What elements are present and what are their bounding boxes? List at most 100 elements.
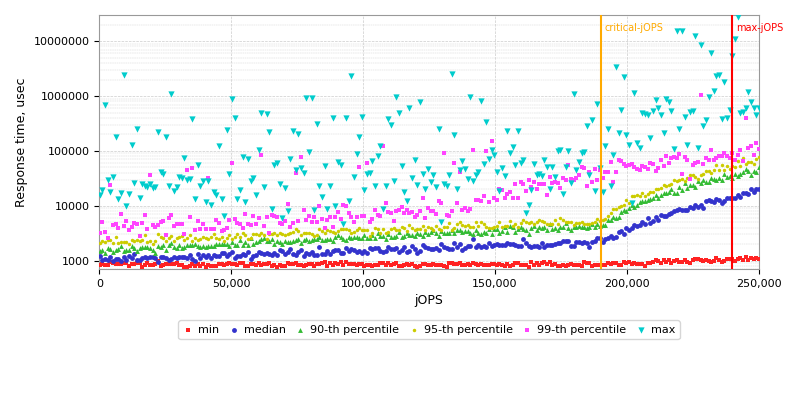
min — [154, 262, 167, 269]
95-th percentile — [557, 216, 570, 223]
median — [329, 246, 342, 253]
median — [490, 241, 503, 247]
90-th percentile — [533, 224, 546, 231]
99-th percentile — [274, 220, 286, 226]
90-th percentile — [689, 184, 702, 190]
95-th percentile — [519, 219, 532, 225]
99-th percentile — [226, 160, 238, 166]
99-th percentile — [255, 152, 268, 158]
max — [234, 187, 246, 193]
90-th percentile — [390, 233, 402, 239]
median — [213, 253, 226, 259]
min — [221, 261, 234, 267]
max — [691, 145, 704, 151]
95-th percentile — [122, 240, 135, 247]
90-th percentile — [398, 233, 410, 240]
99-th percentile — [159, 232, 172, 238]
95-th percentile — [403, 222, 416, 229]
median — [612, 229, 625, 235]
95-th percentile — [681, 175, 694, 181]
99-th percentile — [332, 208, 345, 215]
median — [634, 221, 646, 228]
99-th percentile — [94, 230, 106, 237]
99-th percentile — [152, 221, 165, 228]
max — [432, 126, 445, 132]
90-th percentile — [549, 225, 562, 231]
max — [442, 172, 455, 178]
90-th percentile — [363, 234, 376, 241]
median — [734, 194, 746, 200]
90-th percentile — [480, 230, 493, 236]
90-th percentile — [541, 227, 554, 234]
median — [586, 239, 598, 245]
median — [152, 259, 165, 266]
95-th percentile — [737, 155, 750, 162]
90-th percentile — [594, 223, 606, 230]
95-th percentile — [480, 224, 493, 230]
max — [527, 161, 540, 167]
95-th percentile — [575, 219, 588, 226]
95-th percentile — [565, 218, 578, 225]
95-th percentile — [401, 228, 414, 234]
median — [509, 242, 522, 248]
max — [567, 91, 580, 98]
95-th percentile — [422, 223, 434, 230]
median — [622, 227, 635, 233]
min — [557, 262, 570, 268]
90-th percentile — [588, 224, 601, 230]
median — [454, 240, 466, 247]
median — [713, 197, 726, 203]
max — [332, 159, 345, 165]
min — [602, 260, 614, 266]
median — [118, 254, 130, 260]
95-th percentile — [136, 237, 149, 244]
95-th percentile — [474, 219, 487, 225]
min — [300, 262, 313, 268]
95-th percentile — [591, 216, 604, 223]
min — [122, 263, 135, 269]
99-th percentile — [477, 193, 490, 199]
min — [120, 260, 133, 266]
99-th percentile — [324, 214, 337, 220]
99-th percentile — [731, 152, 744, 158]
max — [657, 130, 670, 136]
min — [250, 262, 262, 268]
max — [152, 129, 165, 136]
median — [594, 235, 606, 241]
90-th percentile — [668, 190, 681, 196]
min — [541, 260, 554, 267]
90-th percentile — [270, 238, 283, 244]
99-th percentile — [308, 214, 321, 220]
median — [178, 254, 191, 260]
99-th percentile — [361, 160, 374, 166]
90-th percentile — [729, 170, 742, 177]
min — [689, 256, 702, 262]
median — [321, 248, 334, 254]
min — [750, 254, 762, 261]
90-th percentile — [559, 220, 572, 226]
min — [382, 260, 394, 266]
90-th percentile — [691, 177, 704, 184]
min — [416, 261, 429, 267]
max — [244, 178, 257, 184]
median — [202, 252, 214, 258]
90-th percentile — [424, 229, 437, 235]
min — [607, 260, 620, 266]
99-th percentile — [205, 226, 218, 232]
median — [210, 252, 222, 259]
median — [511, 243, 524, 249]
90-th percentile — [377, 233, 390, 240]
95-th percentile — [541, 221, 554, 227]
min — [94, 262, 106, 268]
99-th percentile — [686, 162, 699, 168]
99-th percentile — [652, 165, 665, 171]
median — [270, 251, 283, 258]
min — [255, 261, 268, 268]
90-th percentile — [403, 232, 416, 239]
median — [462, 242, 474, 249]
min — [498, 263, 511, 270]
99-th percentile — [662, 160, 675, 166]
90-th percentile — [329, 234, 342, 240]
95-th percentile — [170, 234, 183, 241]
median — [165, 256, 178, 262]
